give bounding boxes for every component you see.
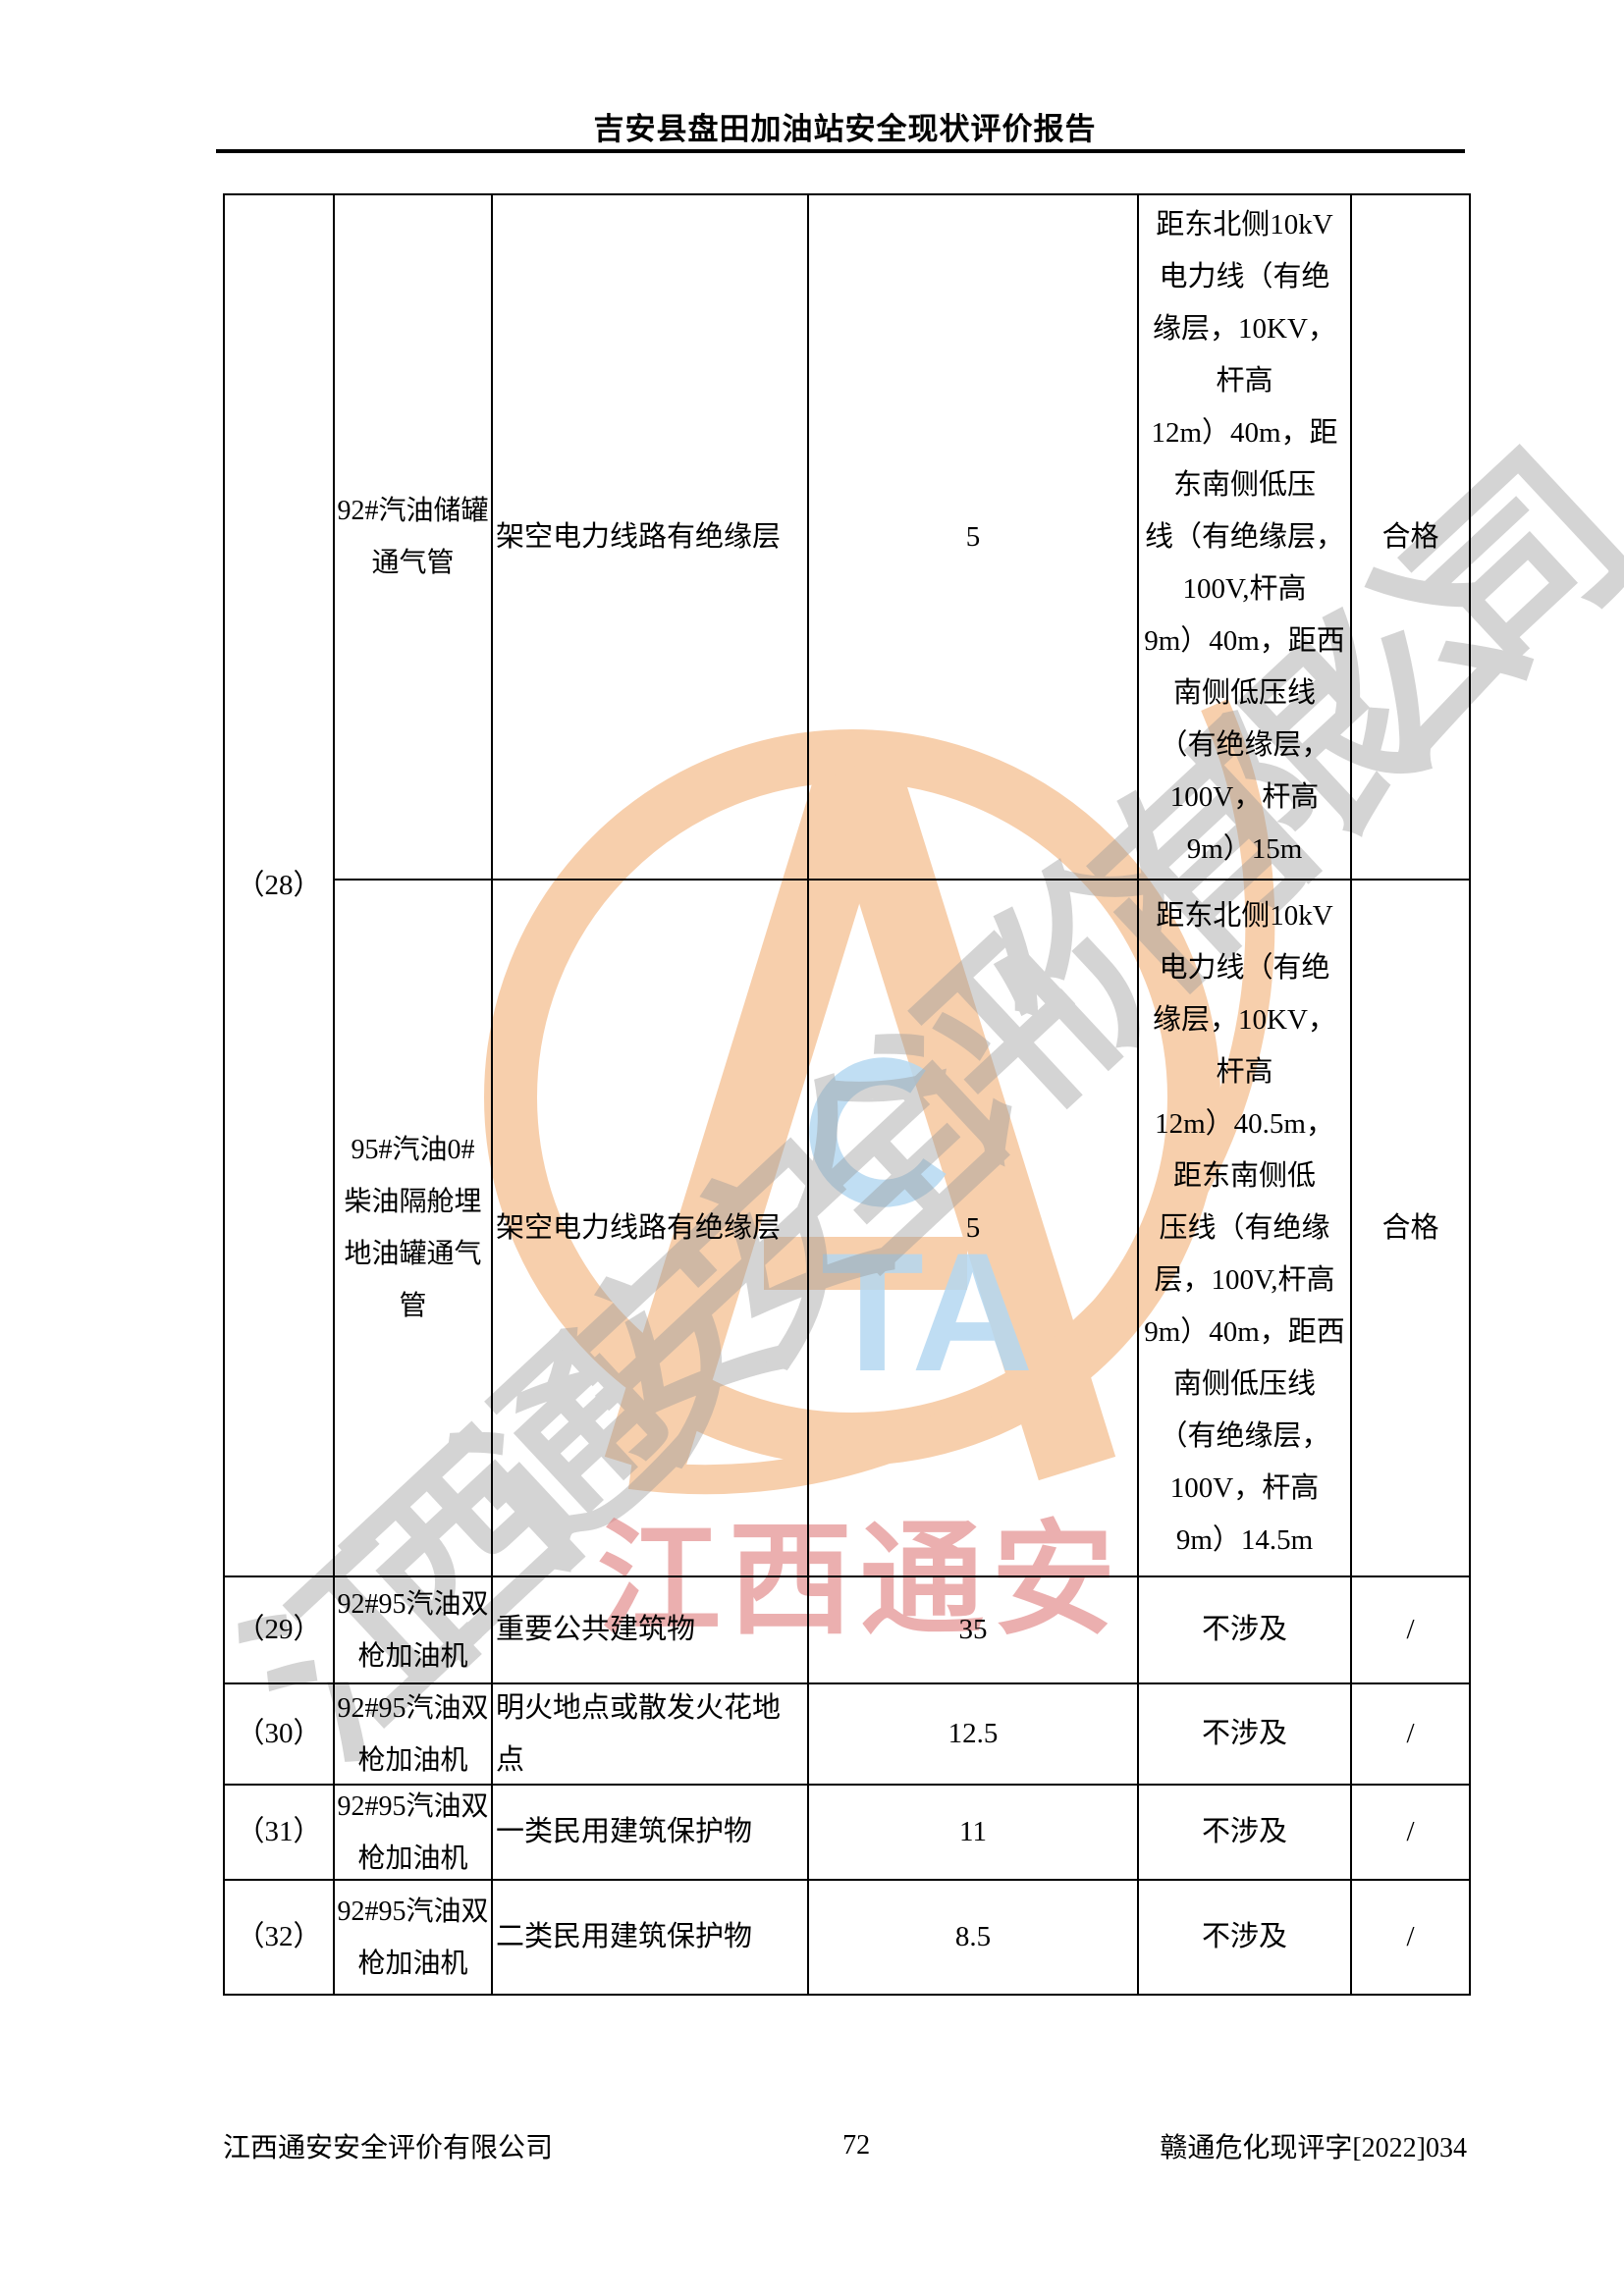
row28b-result: 合格 xyxy=(1352,881,1469,1577)
row32-result: / xyxy=(1406,1921,1415,1952)
row28-number: （28） xyxy=(225,195,335,1577)
row30-item-name: 92#95汽油双 枪加油机 xyxy=(335,1684,493,1786)
row30-number: （30） xyxy=(225,1684,335,1786)
row28a-result: 合格 xyxy=(1352,195,1469,881)
row28a-item-name: 92#汽油储罐 通气管 xyxy=(335,195,493,881)
row30-object: 明火地点或散发火花地 点 xyxy=(493,1684,809,1786)
row29-actual-distance: 不涉及 xyxy=(1139,1577,1352,1684)
row31-item-name: 92#95汽油双 枪加油机 xyxy=(335,1786,493,1881)
row31-result: / xyxy=(1352,1786,1469,1881)
row29-result: / xyxy=(1352,1577,1469,1684)
page-title: 吉安县盘田加油站安全现状评价报告 xyxy=(593,112,1097,146)
row31-number: （31） xyxy=(225,1786,335,1881)
logo-swoosh xyxy=(627,699,1275,1495)
logo-circle xyxy=(484,729,1220,1466)
row30-actual-distance: 不涉及 xyxy=(1139,1684,1352,1786)
row28b-required-distance: 5 xyxy=(809,881,1139,1577)
red-brand-watermark: 江西通安 xyxy=(597,1511,1123,1649)
page-number: 72 xyxy=(842,2130,871,2161)
row29-required-distance: 35 xyxy=(809,1577,1139,1684)
row28b-item-name: 95#汽油0# 柴油隔舱埋 地油罐通气 管 xyxy=(335,881,493,1577)
row31-object: 一类民用建筑保护物 xyxy=(493,1786,809,1881)
row32-required-distance: 8.5 xyxy=(809,1881,1139,1994)
row32-item-name: 92#95汽油双 枪加油机 xyxy=(335,1881,493,1994)
row29-number: （29） xyxy=(225,1577,335,1684)
row31-required-distance: 11 xyxy=(809,1786,1139,1881)
header-rule xyxy=(216,149,1465,153)
page-footer: 江西通安安全评价有限公司 72 赣通危化现评字[2022]034 xyxy=(223,2126,1467,2165)
row30-result: / xyxy=(1352,1684,1469,1786)
row30-required-distance: 12.5 xyxy=(809,1684,1139,1786)
row28a-actual-distance: 距东北侧10kV 电力线（有绝 缘层，10KV， 杆高 12m）40m，距 东南… xyxy=(1139,195,1352,881)
footer-company: 江西通安安全评价有限公司 xyxy=(223,2133,554,2163)
row29-item-name: 92#95汽油双 枪加油机 xyxy=(335,1577,493,1684)
row28a-required-distance: 5 xyxy=(809,195,1139,881)
safety-distance-table: （28） 92#汽油储罐 通气管 架空电力线路有绝缘层 5 距东北侧10kV 电… xyxy=(223,193,1471,1996)
row28b-actual-distance: 距东北侧10kV 电力线（有绝 缘层，10KV， 杆高 12m）40.5m， 距… xyxy=(1139,881,1352,1577)
row28b-object: 架空电力线路有绝缘层 xyxy=(493,881,809,1577)
logo-blue-hook xyxy=(809,1057,947,1207)
row32-object: 二类民用建筑保护物 xyxy=(493,1881,809,1994)
row29-object: 重要公共建筑物 xyxy=(493,1577,809,1684)
row28a-object: 架空电力线路有绝缘层 xyxy=(493,195,809,881)
footer-doc-number: 赣通危化现评字[2022]034 xyxy=(1160,2133,1467,2163)
logo-a-left-leg xyxy=(604,755,898,1481)
logo-ta-letters: TA xyxy=(821,1218,1034,1407)
row32-actual-distance: 不涉及 xyxy=(1139,1881,1352,1994)
row32-number: （32） xyxy=(225,1881,335,1994)
row31-actual-distance: 不涉及 xyxy=(1139,1786,1352,1881)
